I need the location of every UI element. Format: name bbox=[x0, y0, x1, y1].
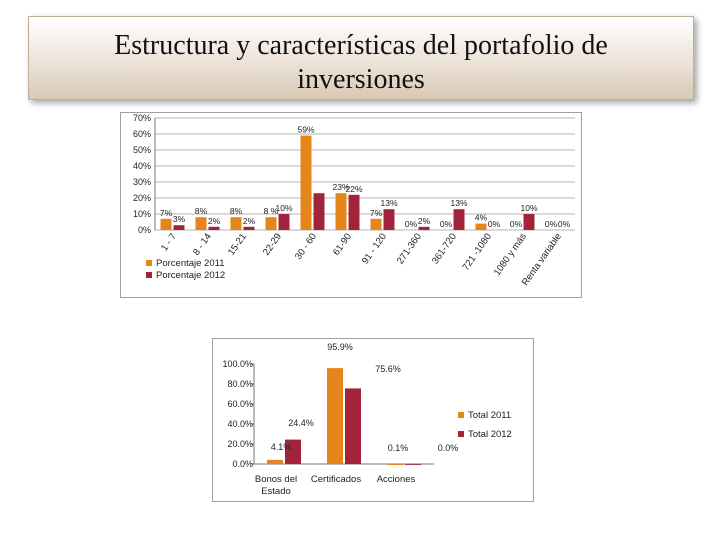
data-label: 10% bbox=[275, 203, 292, 213]
data-label: 23% bbox=[332, 182, 349, 192]
data-label: 4.1% bbox=[271, 442, 292, 452]
data-label: 0% bbox=[405, 219, 418, 229]
bar-porcentaje-2011-8-14 bbox=[195, 217, 207, 230]
data-label: 0% bbox=[510, 219, 523, 229]
data-label: 75.6% bbox=[375, 364, 401, 374]
bar-porcentaje-2012-15-21 bbox=[243, 226, 255, 230]
y-tick-label: 0.0% bbox=[232, 459, 253, 469]
data-label: 7% bbox=[370, 208, 383, 218]
y-tick-label: 0% bbox=[138, 225, 151, 235]
legend-swatch-porcentaje-2012 bbox=[146, 272, 152, 278]
bar-porcentaje-2012-1080-y-m-s bbox=[523, 214, 535, 230]
data-label: 8% bbox=[195, 206, 208, 216]
y-tick-label: 70% bbox=[133, 113, 151, 123]
y-tick-label: 40.0% bbox=[227, 419, 253, 429]
legend-label: Porcentaje 2011 bbox=[156, 258, 225, 269]
bar-total-2011-certificados bbox=[327, 368, 343, 464]
bar-porcentaje-2011-22-29 bbox=[265, 217, 277, 230]
data-label: 13% bbox=[380, 198, 397, 208]
bar-porcentaje-2011-1-7 bbox=[160, 218, 172, 230]
y-tick-label: 10% bbox=[133, 209, 151, 219]
data-label: 59% bbox=[297, 125, 314, 135]
data-label: 22% bbox=[345, 184, 362, 194]
data-label: 13% bbox=[450, 198, 467, 208]
legend-label: Porcentaje 2012 bbox=[156, 270, 225, 281]
legend-label: Total 2011 bbox=[468, 410, 511, 421]
bar-porcentaje-2012-361-720 bbox=[453, 209, 465, 230]
legend-label: Total 2012 bbox=[468, 429, 512, 440]
bar-porcentaje-2012-1-7 bbox=[173, 225, 185, 230]
bar-porcentaje-2012-30-60 bbox=[313, 193, 325, 230]
bar-total-2012-certificados bbox=[345, 388, 361, 464]
data-label: 8% bbox=[230, 206, 243, 216]
y-tick-label: 20% bbox=[133, 193, 151, 203]
instrument-bar-chart: 0.0% 20.0% 40.0% 60.0% 80.0% 100.0% Bonos delE… bbox=[212, 338, 534, 502]
data-label: 0% bbox=[545, 219, 558, 229]
bar-porcentaje-2012-91-120 bbox=[383, 209, 395, 230]
data-label: 0% bbox=[440, 219, 453, 229]
chart-frame bbox=[212, 338, 534, 502]
data-label: 0.0% bbox=[438, 443, 459, 453]
bar-total-2012-acciones bbox=[405, 463, 421, 465]
data-label: 2% bbox=[243, 216, 256, 226]
y-tick-label: 80.0% bbox=[227, 379, 253, 389]
maturity-bar-chart: 0%10%20%30%40%50%60%70%7%3%1 - 78%2%8 - … bbox=[120, 112, 582, 298]
bar-porcentaje-2011-15-21 bbox=[230, 217, 242, 230]
bar-porcentaje-2012-271-360 bbox=[418, 226, 430, 230]
bar-total-2011-bonos-del-estado bbox=[267, 459, 283, 464]
legend-swatch-total-2011 bbox=[458, 412, 464, 418]
bar-porcentaje-2011-30-60 bbox=[300, 135, 312, 230]
data-label: 0.1% bbox=[388, 443, 409, 453]
bar-porcentaje-2012-22-29 bbox=[278, 214, 290, 230]
y-tick-label: 40% bbox=[133, 161, 151, 171]
data-label: 2% bbox=[208, 216, 221, 226]
title-banner: Estructura y características del portafo… bbox=[28, 16, 694, 100]
bar-porcentaje-2011-721-1080 bbox=[475, 223, 487, 230]
bar-total-2011-acciones bbox=[387, 464, 403, 465]
data-label: 95.9% bbox=[327, 342, 353, 352]
x-tick-label: Acciones bbox=[377, 474, 416, 485]
legend-swatch-total-2012 bbox=[458, 431, 464, 437]
y-tick-label: 30% bbox=[133, 177, 151, 187]
bar-porcentaje-2012-61-90 bbox=[348, 194, 360, 230]
data-label: 0% bbox=[558, 219, 571, 229]
y-tick-label: 20.0% bbox=[227, 439, 253, 449]
y-tick-label: 100.0% bbox=[222, 359, 253, 369]
page-title: Estructura y características del portafo… bbox=[114, 30, 608, 95]
x-tick-label: Certificados bbox=[311, 474, 361, 485]
bar-porcentaje-2011-61-90 bbox=[335, 193, 347, 230]
data-label: 2% bbox=[418, 216, 431, 226]
data-label: 10% bbox=[520, 203, 537, 213]
legend-swatch-porcentaje-2011 bbox=[146, 260, 152, 266]
data-label: 8 % bbox=[264, 206, 279, 216]
x-tick-label: Bonos del bbox=[255, 474, 297, 485]
y-tick-label: 60.0% bbox=[227, 399, 253, 409]
bar-porcentaje-2012-8-14 bbox=[208, 226, 220, 230]
data-label: 24.4% bbox=[288, 418, 314, 428]
data-label: 7% bbox=[160, 208, 173, 218]
data-label: 3% bbox=[173, 214, 186, 224]
data-label: 0% bbox=[488, 219, 501, 229]
data-label: 4% bbox=[475, 213, 488, 223]
bar-porcentaje-2011-91-120 bbox=[370, 218, 382, 230]
bar-total-2012-bonos-del-estado bbox=[285, 439, 301, 464]
x-tick-label: Estado bbox=[261, 486, 291, 497]
y-tick-label: 50% bbox=[133, 145, 151, 155]
y-tick-label: 60% bbox=[133, 129, 151, 139]
